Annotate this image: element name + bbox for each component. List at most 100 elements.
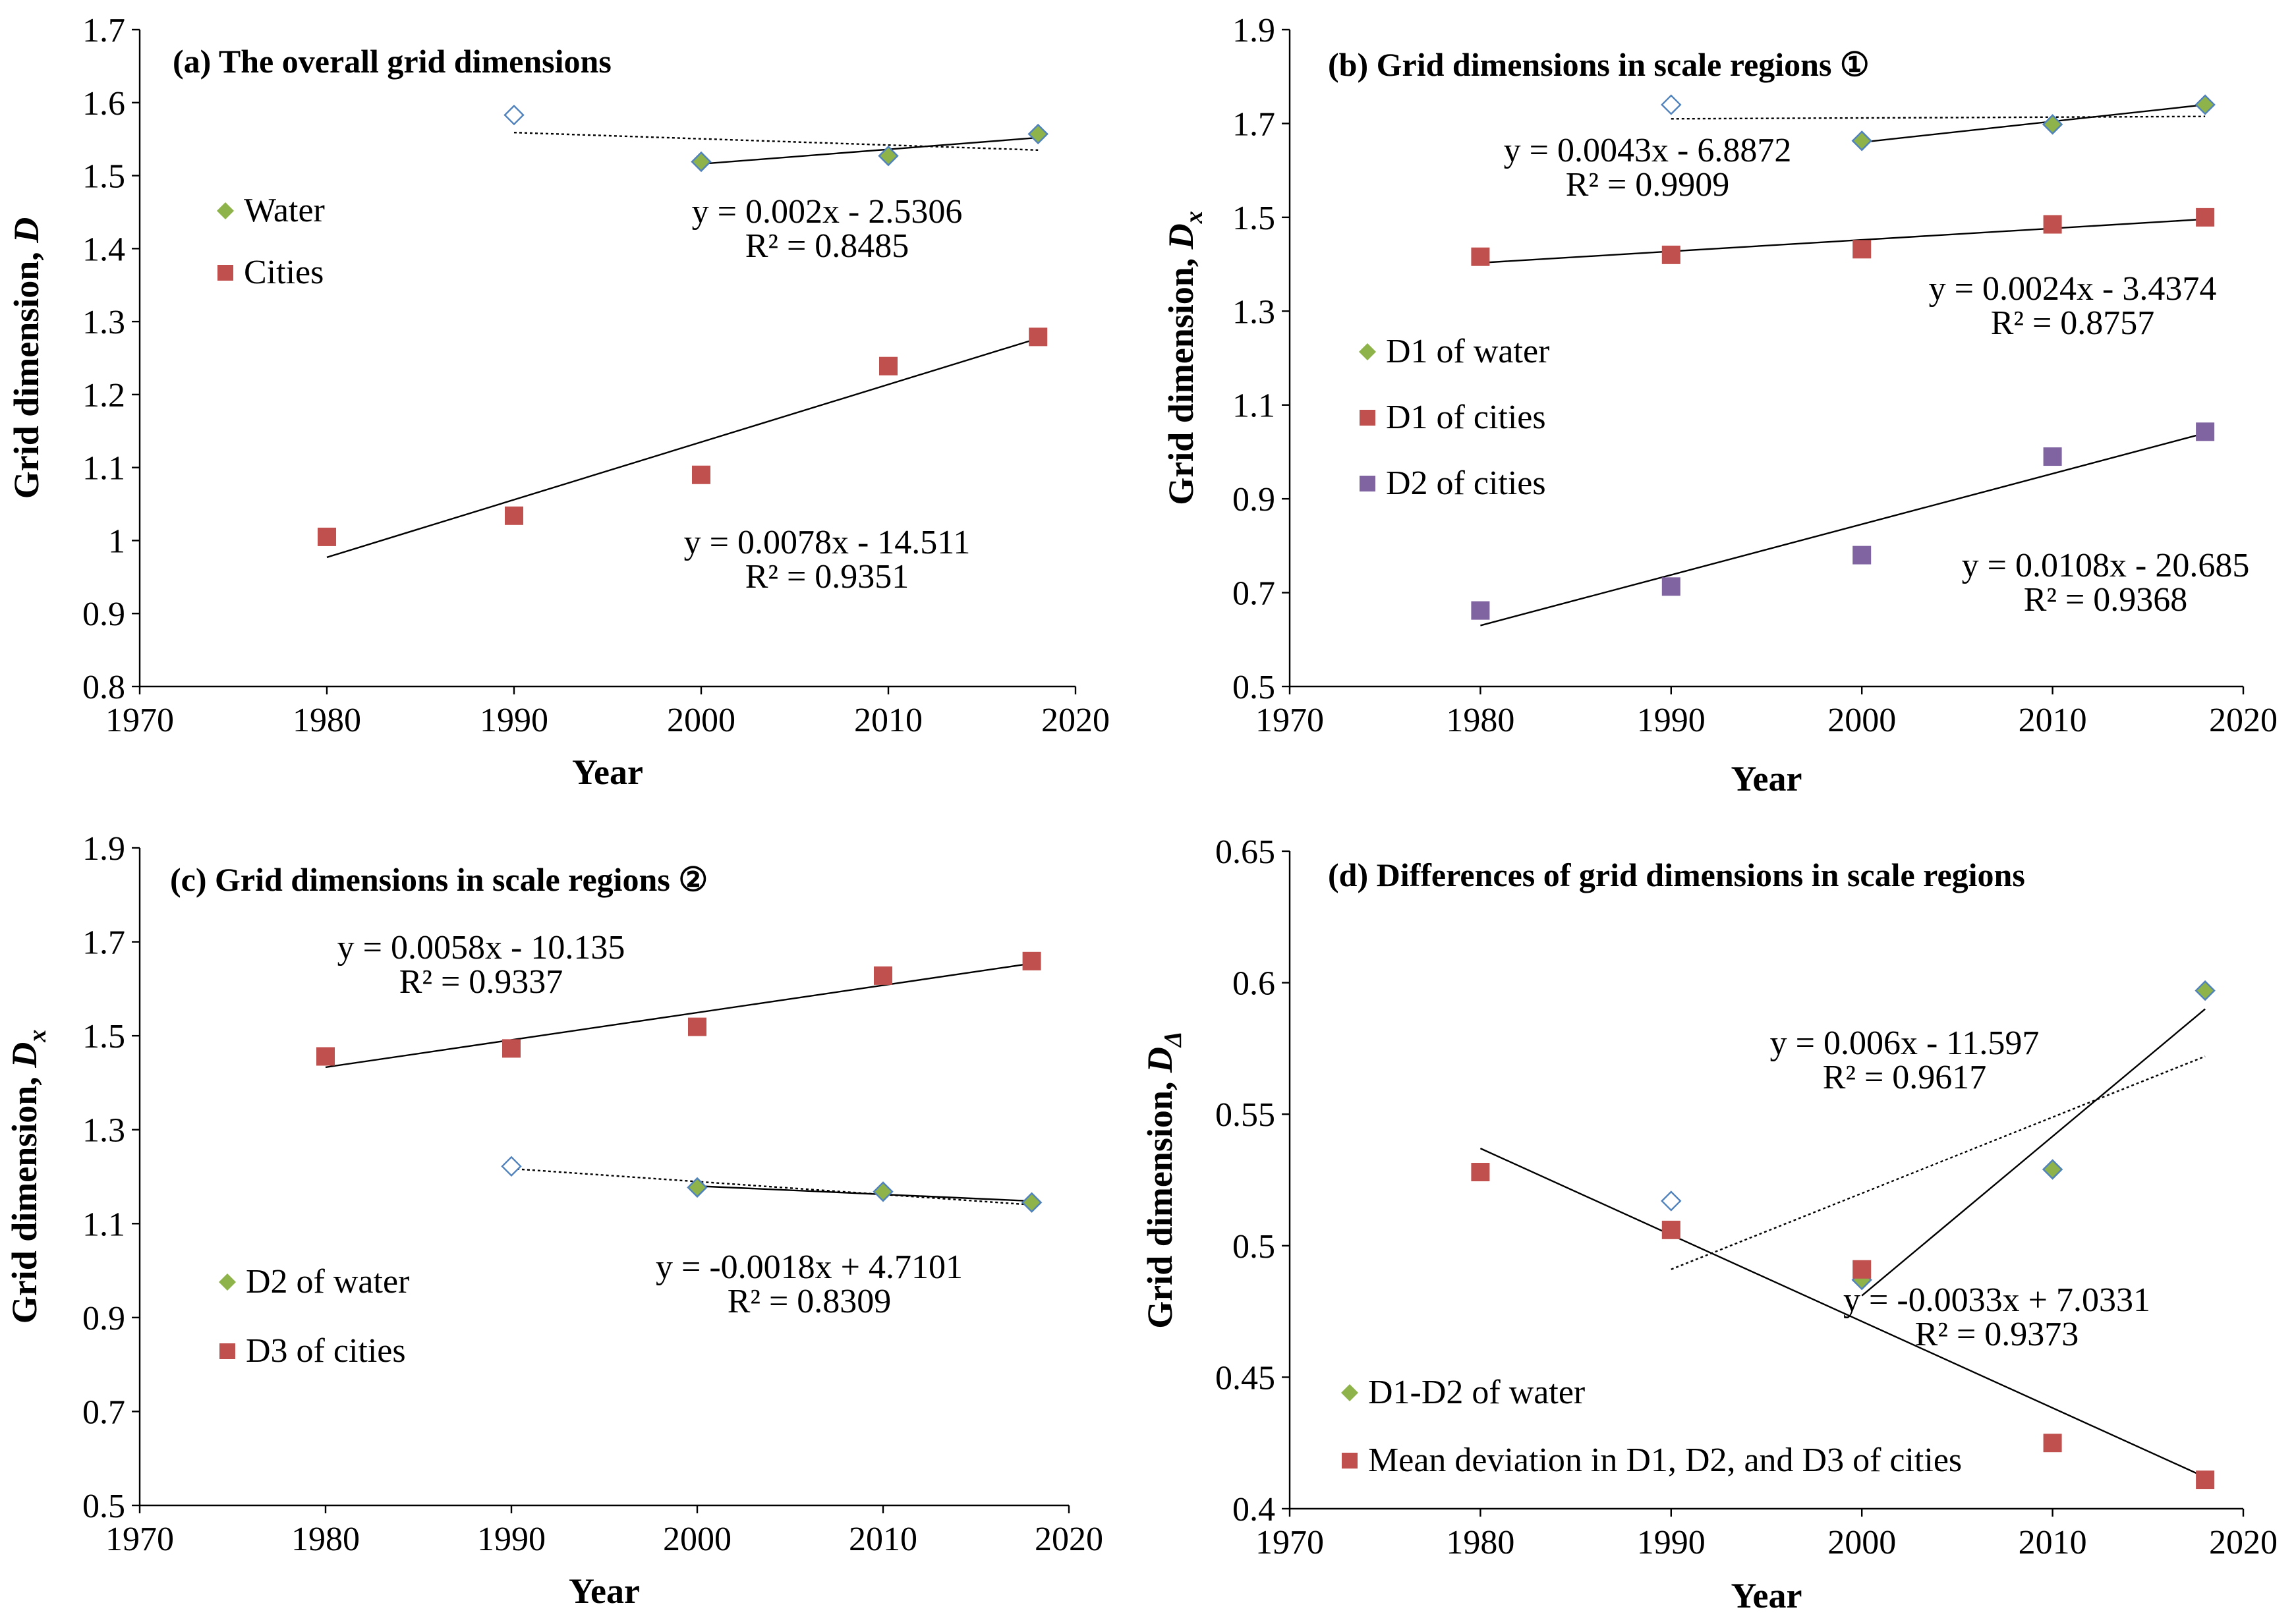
y-tick-label: 1.5 xyxy=(1232,200,1275,237)
data-point-square xyxy=(879,356,898,376)
data-point-diamond xyxy=(873,1181,894,1202)
trend-equation: y = 0.0043x - 6.8872 xyxy=(1504,132,1792,169)
trend-equation: y = 0.0024x - 3.4374 xyxy=(1929,270,2217,308)
legend-marker-square xyxy=(1342,1453,1358,1469)
legend-marker-diamond xyxy=(219,1274,236,1291)
x-tick-label: 2000 xyxy=(667,702,735,739)
legend-marker-square xyxy=(1360,410,1375,426)
legend-marker-diamond xyxy=(217,202,234,219)
panel-title: (a) The overall grid dimensions xyxy=(173,43,612,80)
x-tick-label: 2000 xyxy=(663,1521,732,1558)
panel-1: 0.5 0.7 0.9 1.1 1.3 1.5 1.7 1.9 1970 1980 1990 2000… xyxy=(1161,12,2278,798)
trendline xyxy=(697,1185,1032,1202)
x-tick-label: 1990 xyxy=(1637,702,1706,739)
legend-label: Mean deviation in D1, D2, and D3 of citi… xyxy=(1368,1442,1962,1479)
y-tick-label: 1.3 xyxy=(82,1112,125,1150)
trend-equation: y = 0.002x - 2.5306 xyxy=(692,193,963,231)
y-axis-title-symbol: D xyxy=(7,217,46,244)
legend-label: Cities xyxy=(244,254,324,291)
trend-equation: y = 0.006x - 11.597 xyxy=(1770,1024,2040,1062)
panel-2: 0.5 0.7 0.9 1.1 1.3 1.5 1.7 1.9 1970 1980 1990 2000… xyxy=(5,830,1103,1611)
y-tick-label: 1 xyxy=(108,522,125,560)
y-tick-label: 1.6 xyxy=(82,85,125,123)
data-point-square xyxy=(2043,1434,2062,1453)
legend-marker-square xyxy=(219,1343,235,1359)
legend-label: D1 of cities xyxy=(1386,399,1546,436)
y-tick-label: 0.6 xyxy=(1232,965,1275,1003)
data-point-diamond xyxy=(1851,130,1872,152)
y-tick-label: 0.9 xyxy=(1232,481,1275,518)
data-point-diamond xyxy=(687,1177,708,1198)
trendline xyxy=(1479,1148,2206,1478)
legend-label: Water xyxy=(244,192,325,229)
trend-equation: y = -0.0018x + 4.7101 xyxy=(656,1248,963,1286)
y-axis-title-symbol: D xyxy=(5,1042,44,1069)
data-point-square xyxy=(2043,215,2062,234)
y-tick-label: 1.2 xyxy=(82,377,125,414)
trendline-dotted xyxy=(1671,1055,2206,1270)
y-tick-label: 0.9 xyxy=(82,1300,125,1337)
panel-0: 0.8 0.9 1 1.1 1.2 1.3 1.4 1.5 1.6 1.7 1970 1980 1990… xyxy=(7,12,1110,792)
trend-r-squared: R² = 0.8309 xyxy=(728,1283,892,1320)
x-tick-label: 1990 xyxy=(480,702,548,739)
data-point-square xyxy=(2043,447,2062,466)
y-tick-label: 0.45 xyxy=(1215,1359,1275,1397)
data-point-diamond xyxy=(1661,1190,1682,1212)
data-point-square xyxy=(1852,240,1872,259)
trend-r-squared: R² = 0.9368 xyxy=(2024,581,2188,619)
y-tick-label: 1.1 xyxy=(82,1206,125,1243)
data-point-square xyxy=(874,966,892,985)
x-axis-title: Year xyxy=(1731,759,1802,798)
y-axis-title: Grid dimension, DΔ xyxy=(1140,1031,1187,1328)
data-point-diamond xyxy=(878,145,899,167)
legend-marker-square xyxy=(217,265,233,281)
data-point-diamond xyxy=(1027,123,1048,145)
y-tick-label: 0.55 xyxy=(1215,1096,1275,1134)
trendline-dotted xyxy=(513,131,1039,151)
data-point-square xyxy=(1852,1260,1872,1279)
y-tick-label: 1.5 xyxy=(82,158,125,196)
trend-r-squared: R² = 0.9337 xyxy=(399,963,563,1001)
y-axis-title: Grid dimension, Dx xyxy=(5,1030,51,1324)
x-tick-label: 2020 xyxy=(1041,702,1110,739)
y-tick-label: 1.7 xyxy=(1232,105,1275,143)
data-point-square xyxy=(1661,245,1680,264)
legend-marker-square xyxy=(1360,476,1375,491)
trendline xyxy=(1480,218,2206,264)
data-point-square xyxy=(1661,577,1680,596)
data-point-diamond xyxy=(2042,114,2063,135)
x-tick-label: 1990 xyxy=(1637,1524,1706,1561)
trendline xyxy=(1861,1008,2206,1297)
y-tick-label: 1.3 xyxy=(82,304,125,341)
trend-equation: y = 0.0108x - 20.685 xyxy=(1962,547,2250,584)
data-point-diamond xyxy=(691,151,712,173)
y-axis-title: Grid dimension, D xyxy=(7,217,46,499)
trend-r-squared: R² = 0.8757 xyxy=(1991,304,2155,342)
trendline xyxy=(325,963,1032,1069)
x-tick-label: 2010 xyxy=(849,1521,917,1558)
y-tick-label: 1.1 xyxy=(82,450,125,488)
data-point-square xyxy=(1661,1220,1680,1239)
data-point-square xyxy=(1471,1163,1490,1182)
panel-title: (c) Grid dimensions in scale regions ② xyxy=(170,861,708,898)
trendline xyxy=(326,337,1039,559)
y-axis-title-symbol: D xyxy=(1140,1047,1180,1073)
y-tick-label: 0.7 xyxy=(82,1393,125,1431)
x-tick-label: 2000 xyxy=(1827,1524,1896,1561)
y-tick-label: 1.5 xyxy=(82,1018,125,1055)
y-tick-label: 1.9 xyxy=(1232,12,1275,49)
y-axis-title-symbol: D xyxy=(1161,223,1201,250)
trend-r-squared: R² = 0.8485 xyxy=(745,227,909,265)
legend-label: D1-D2 of water xyxy=(1368,1374,1585,1411)
trend-r-squared: R² = 0.9909 xyxy=(1566,166,1730,204)
data-point-square xyxy=(688,1017,706,1036)
y-tick-label: 0.7 xyxy=(1232,575,1275,613)
x-axis-title: Year xyxy=(1731,1576,1802,1615)
data-point-square xyxy=(1852,546,1872,565)
data-point-diamond xyxy=(2042,1159,2063,1180)
data-point-diamond xyxy=(1021,1192,1043,1213)
y-axis-title-subscript: Δ xyxy=(1159,1031,1187,1048)
x-tick-label: 1990 xyxy=(477,1521,546,1558)
y-tick-label: 0.5 xyxy=(1232,669,1275,706)
